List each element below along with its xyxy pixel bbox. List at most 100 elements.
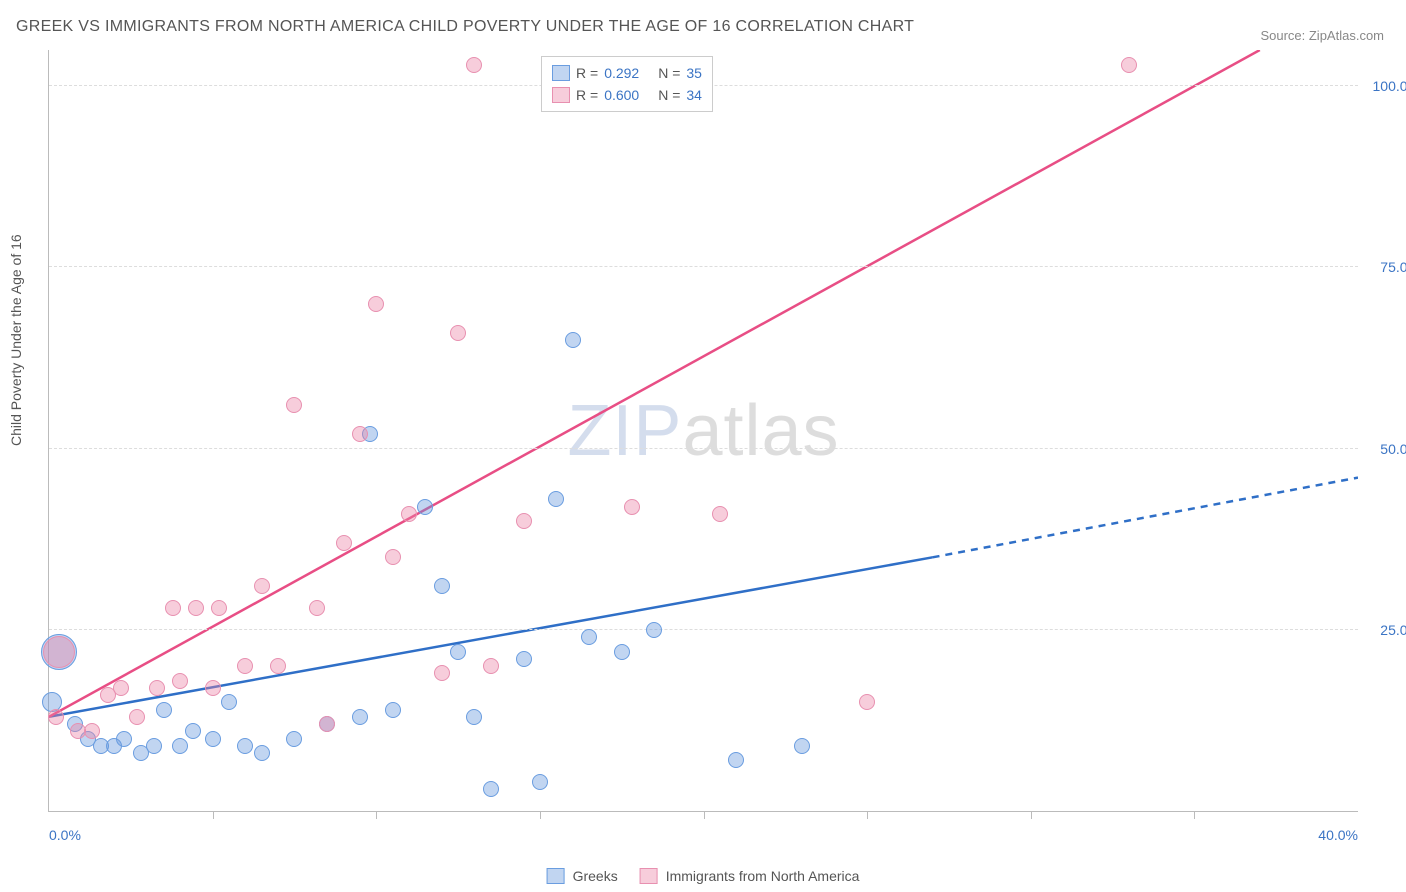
scatter-point [712,506,728,522]
scatter-point [483,781,499,797]
trend-lines [49,50,1358,811]
scatter-point [565,332,581,348]
n-value: 35 [686,65,702,81]
scatter-point [352,426,368,442]
scatter-point [237,738,253,754]
scatter-point [1121,57,1137,73]
scatter-point [794,738,810,754]
scatter-point [450,325,466,341]
scatter-point [254,745,270,761]
n-value: 34 [686,87,702,103]
scatter-point [116,731,132,747]
legend-swatch [552,87,570,103]
scatter-point [466,57,482,73]
r-label: R = [576,65,598,81]
scatter-point [149,680,165,696]
scatter-point [385,549,401,565]
scatter-point [205,680,221,696]
scatter-point [205,731,221,747]
scatter-point [254,578,270,594]
legend-swatch [552,65,570,81]
scatter-point [309,600,325,616]
y-tick-label: 50.0% [1364,441,1406,457]
scatter-point [129,709,145,725]
scatter-point [221,694,237,710]
scatter-point [172,738,188,754]
x-tick [1031,811,1032,819]
correlation-chart: GREEK VS IMMIGRANTS FROM NORTH AMERICA C… [0,0,1406,892]
scatter-point [548,491,564,507]
legend-item-greeks: Greeks [547,868,618,884]
scatter-point [286,397,302,413]
watermark: ZIPatlas [567,390,839,472]
scatter-point [859,694,875,710]
scatter-point [43,636,75,668]
scatter-point [466,709,482,725]
scatter-point [319,716,335,732]
gridline [49,448,1358,449]
watermark-part1: ZIP [567,391,682,471]
scatter-point [336,535,352,551]
legend-stats-row: R = 0.292 N = 35 [552,62,702,84]
scatter-point [270,658,286,674]
r-value: 0.600 [604,87,652,103]
scatter-point [172,673,188,689]
scatter-point [728,752,744,768]
y-tick-label: 25.0% [1364,622,1406,638]
legend-stats-box: R = 0.292 N = 35R = 0.600 N = 34 [541,56,713,112]
legend-item-immigrants: Immigrants from North America [640,868,860,884]
scatter-point [185,723,201,739]
gridline [49,266,1358,267]
scatter-point [614,644,630,660]
scatter-point [581,629,597,645]
scatter-point [385,702,401,718]
r-value: 0.292 [604,65,652,81]
r-label: R = [576,87,598,103]
plot-area: ZIPatlas 25.0%50.0%75.0%100.0%0.0%40.0%R… [48,50,1358,812]
x-tick [1194,811,1195,819]
scatter-point [286,731,302,747]
x-tick [376,811,377,819]
scatter-point [516,513,532,529]
scatter-point [48,709,64,725]
n-label: N = [658,87,680,103]
y-tick-label: 75.0% [1364,259,1406,275]
n-label: N = [658,65,680,81]
scatter-point [368,296,384,312]
y-axis-label: Child Poverty Under the Age of 16 [8,234,24,446]
legend-swatch-blue [547,868,565,884]
scatter-point [434,578,450,594]
scatter-point [84,723,100,739]
scatter-point [450,644,466,660]
scatter-point [532,774,548,790]
scatter-point [417,499,433,515]
scatter-point [624,499,640,515]
x-tick [704,811,705,819]
x-tick-label: 0.0% [49,827,81,843]
legend-swatch-pink [640,868,658,884]
scatter-point [156,702,172,718]
source-attribution: Source: ZipAtlas.com [1260,28,1384,43]
watermark-part2: atlas [682,391,839,471]
scatter-point [401,506,417,522]
scatter-point [237,658,253,674]
x-tick-label: 40.0% [1318,827,1358,843]
scatter-point [434,665,450,681]
chart-title: GREEK VS IMMIGRANTS FROM NORTH AMERICA C… [16,18,914,36]
scatter-point [113,680,129,696]
legend-bottom: Greeks Immigrants from North America [547,868,860,884]
scatter-point [516,651,532,667]
scatter-point [211,600,227,616]
gridline [49,629,1358,630]
legend-label: Immigrants from North America [666,868,860,884]
scatter-point [646,622,662,638]
legend-stats-row: R = 0.600 N = 34 [552,84,702,106]
x-tick [540,811,541,819]
x-tick [867,811,868,819]
y-tick-label: 100.0% [1364,78,1406,94]
scatter-point [352,709,368,725]
scatter-point [146,738,162,754]
scatter-point [188,600,204,616]
legend-label: Greeks [573,868,618,884]
scatter-point [165,600,181,616]
